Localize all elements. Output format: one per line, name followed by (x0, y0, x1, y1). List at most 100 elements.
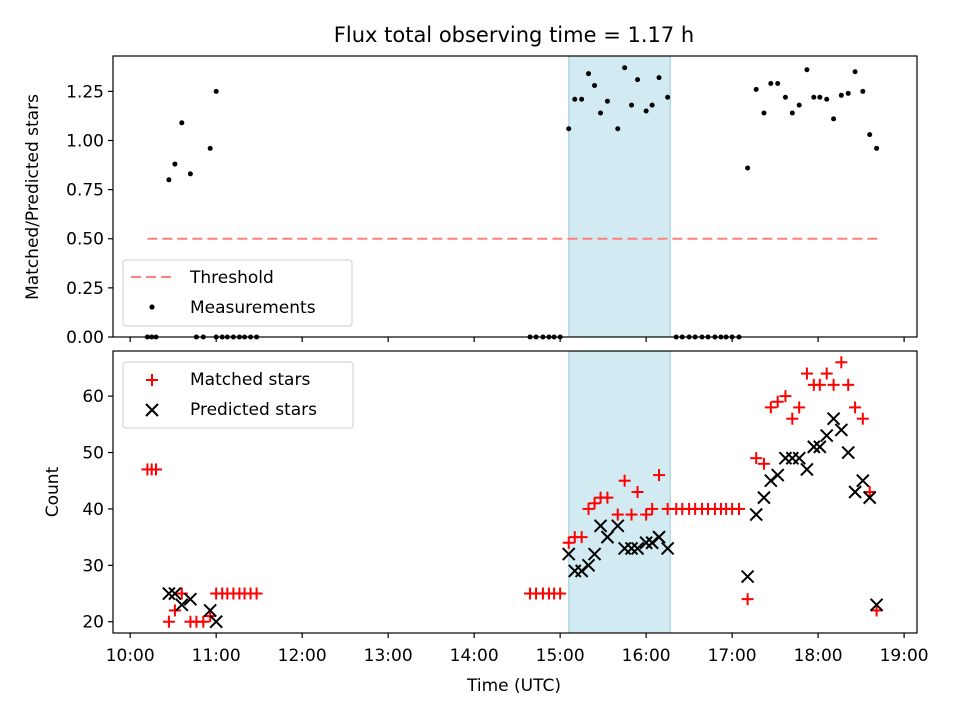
matched-stars-point (856, 412, 869, 425)
predicted-stars-point (630, 541, 645, 556)
matched-stars-point (646, 502, 659, 515)
measurement-point (761, 110, 767, 116)
count-panel: 20 30 40 50 60 10:00 11:00 12:00 13:00 14:00 15:0… (43, 350, 929, 696)
predicted-stars-point (624, 541, 639, 556)
matched-stars-point (757, 457, 770, 470)
matched-stars-point (250, 587, 263, 600)
ratio-panel: 0.00 0.25 0.50 0.75 1.00 1.25 Matched/Predict… (23, 55, 918, 348)
matched-stars-point (827, 378, 840, 391)
count-xtick-label: 11:00 (192, 646, 241, 666)
matched-stars-point (601, 491, 614, 504)
predicted-stars-point (800, 462, 814, 477)
predicted-stars-point (168, 586, 182, 601)
matched-stars-point (849, 401, 862, 414)
measurement-point (753, 86, 759, 92)
count-xtick-label: 19:00 (880, 646, 929, 666)
x-axis-label: Time (UTC) (466, 676, 561, 696)
matched-stars-point (653, 469, 666, 482)
predicted-stars-point (209, 615, 223, 629)
predicted-stars-point (660, 541, 675, 556)
count-highlight-span (568, 350, 671, 634)
measurement-point (804, 67, 810, 73)
measurement-point (566, 126, 572, 132)
count-ytick-label: 60 (82, 387, 104, 407)
measurement-point (874, 145, 880, 151)
measurement-point (852, 69, 858, 75)
count-legend-box (122, 361, 354, 429)
predicted-stars-point (652, 530, 666, 544)
legend-matched-swatch (146, 374, 158, 386)
ratio-ytick-label: 0.25 (66, 279, 104, 299)
measurement-point (649, 102, 655, 108)
measurement-point (768, 81, 774, 87)
matched-stars-point (625, 508, 638, 521)
predicted-stars-point (587, 547, 602, 561)
matched-stars-point (750, 452, 763, 465)
predicted-stars-point (862, 490, 877, 505)
matched-stars-point (162, 615, 175, 628)
measurement-point (796, 102, 802, 108)
count-xtick-label: 10:00 (106, 646, 155, 666)
count-ytick-label: 40 (82, 500, 104, 520)
count-plot-frame (112, 350, 918, 634)
measurement-point (615, 126, 621, 132)
measurement-point (207, 145, 213, 151)
measurement-point (172, 161, 178, 167)
measurement-point (572, 96, 578, 102)
measurement-point (656, 75, 662, 81)
matched-stars-point (842, 378, 855, 391)
matched-stars-point (800, 367, 813, 380)
count-y-axis-label: Count (43, 466, 63, 517)
predicted-stars-point (757, 490, 771, 505)
measurement-point (179, 120, 185, 126)
count-ytick-label: 20 (82, 613, 104, 633)
count-xtick-label: 12:00 (278, 646, 327, 666)
predicted-stars-point (203, 603, 217, 618)
ratio-ytick-label: 0.75 (66, 181, 104, 201)
measurement-point (845, 90, 851, 96)
measurement-point (867, 132, 873, 138)
measurement-point (604, 98, 610, 104)
count-xtick-label: 13:00 (364, 646, 413, 666)
matched-stars-point (640, 508, 653, 521)
matched-stars-point (771, 395, 784, 408)
matched-stars-point (820, 367, 833, 380)
predicted-stars-point (841, 445, 855, 460)
measurement-point (592, 82, 598, 88)
predicted-stars-point (593, 519, 608, 533)
matched-stars-point (611, 508, 624, 521)
predicted-stars-point (183, 592, 198, 606)
measurement-point (838, 92, 844, 98)
predicted-stars-point (856, 474, 870, 488)
matched-stars-point (779, 390, 792, 403)
matched-stars-point (741, 593, 754, 606)
ratio-ytick-label: 0.00 (66, 328, 104, 348)
matched-stars-point (618, 474, 631, 487)
predicted-stars-point (600, 530, 615, 544)
matched-stars-point (562, 536, 575, 549)
measurement-point (622, 65, 628, 71)
predicted-stars-point (611, 519, 625, 533)
predicted-stars-point (848, 485, 862, 499)
matched-stars-point (793, 401, 806, 414)
count-xtick-label: 18:00 (794, 646, 843, 666)
measurement-point (789, 110, 795, 116)
matched-stars-point (764, 401, 777, 414)
measurement-point (831, 116, 837, 122)
ratio-legend-box (122, 259, 353, 327)
matched-stars-point (575, 531, 588, 544)
measurement-point (824, 96, 830, 102)
predicted-stars-point (869, 598, 884, 612)
legend-measurements-label: Measurements (190, 298, 316, 318)
predicted-stars-point (826, 411, 841, 426)
predicted-stars-point (162, 586, 176, 601)
count-xtick-label: 15:00 (536, 646, 585, 666)
measurement-point (598, 110, 604, 116)
predicted-stars-point (639, 536, 653, 550)
count-ytick-label: 50 (82, 444, 104, 464)
measurement-point (817, 94, 823, 100)
legend-threshold-label: Threshold (189, 268, 274, 288)
predicted-stars-point (807, 440, 821, 454)
measurement-point (629, 102, 635, 108)
predicted-stars-point (562, 547, 576, 561)
